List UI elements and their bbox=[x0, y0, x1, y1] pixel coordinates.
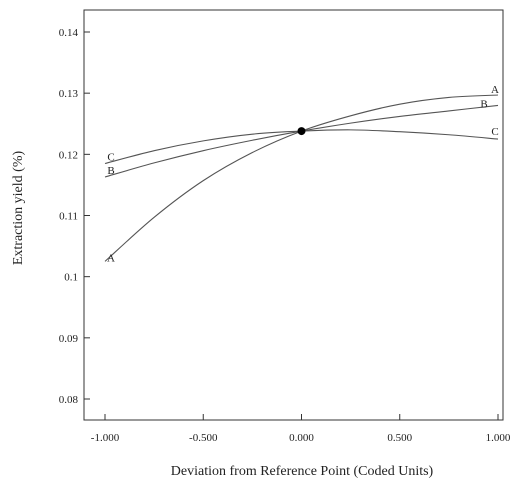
x-tick-label: 0.500 bbox=[387, 432, 412, 444]
y-tick-label: 0.13 bbox=[59, 88, 79, 100]
plot-frame bbox=[83, 9, 504, 421]
x-axis-label: Deviation from Reference Point (Coded Un… bbox=[171, 464, 434, 479]
y-axis: 0.08 0.09 0.1 0.11 0.12 0.13 0.14 bbox=[59, 27, 90, 406]
x-tick-label: -1.000 bbox=[91, 432, 120, 444]
x-tick-label: 0.000 bbox=[289, 432, 314, 444]
series-line-b bbox=[104, 104, 499, 178]
y-tick-label: 0.14 bbox=[59, 27, 79, 39]
y-tick-label: 0.09 bbox=[59, 333, 79, 345]
series-lines bbox=[104, 94, 499, 262]
series-line-a bbox=[104, 94, 499, 262]
y-axis-label: Extraction yield (%) bbox=[11, 151, 26, 266]
y-tick-label: 0.08 bbox=[59, 394, 79, 406]
y-tick-label: 0.12 bbox=[59, 149, 78, 161]
y-tick-label: 0.11 bbox=[59, 211, 78, 223]
series-label-right-c: C bbox=[491, 126, 498, 138]
x-axis: -1.000 -0.500 0.000 0.500 1.000 bbox=[91, 414, 511, 444]
series-label-left-b: B bbox=[107, 165, 114, 177]
reference-point-marker bbox=[297, 127, 306, 136]
y-tick-label: 0.1 bbox=[64, 272, 78, 284]
series-label-left-c: C bbox=[107, 152, 114, 164]
x-tick-label: -0.500 bbox=[189, 432, 218, 444]
series-label-left-a: A bbox=[107, 252, 115, 264]
x-tick-label: 1.000 bbox=[486, 432, 511, 444]
series-label-right-b: B bbox=[480, 98, 487, 110]
series-label-right-a: A bbox=[491, 84, 499, 96]
